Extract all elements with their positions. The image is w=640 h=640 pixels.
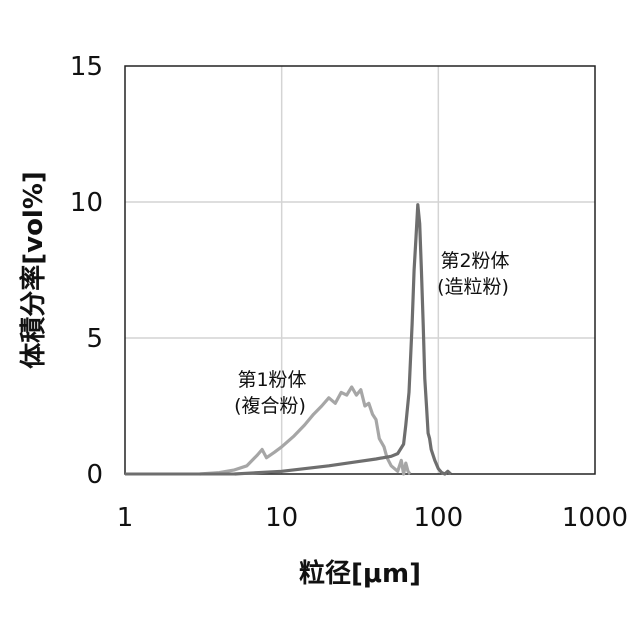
plot-frame xyxy=(125,66,595,474)
y-tick-label: 5 xyxy=(86,324,103,354)
annotation-first-powder-type: (複合粉) xyxy=(234,395,306,417)
tick-labels: 1 10 100 1000 0 5 10 15 xyxy=(70,52,628,533)
y-tick-label: 0 xyxy=(86,460,103,490)
series-line-2 xyxy=(235,205,451,474)
grid-lines xyxy=(125,66,595,474)
annotation-second-powder: 第2粉体 (造粒粉) xyxy=(437,250,509,298)
x-tick-label: 10 xyxy=(265,503,298,533)
annotation-first-powder-name: 第1粉体 xyxy=(237,369,306,391)
x-tick-label: 1000 xyxy=(562,503,628,533)
y-tick-label: 10 xyxy=(70,188,103,218)
series-layer xyxy=(125,205,451,474)
x-tick-label: 1 xyxy=(117,503,134,533)
annotation-first-powder: 第1粉体 (複合粉) xyxy=(234,369,306,417)
x-tick-label: 100 xyxy=(414,503,464,533)
annotation-second-powder-type: (造粒粉) xyxy=(437,276,509,298)
y-tick-label: 15 xyxy=(70,52,103,82)
annotation-second-powder-name: 第2粉体 xyxy=(440,250,509,272)
y-axis-title: 体積分率[vol%] xyxy=(18,171,49,369)
x-axis-title: 粒径[μm] xyxy=(299,558,421,589)
